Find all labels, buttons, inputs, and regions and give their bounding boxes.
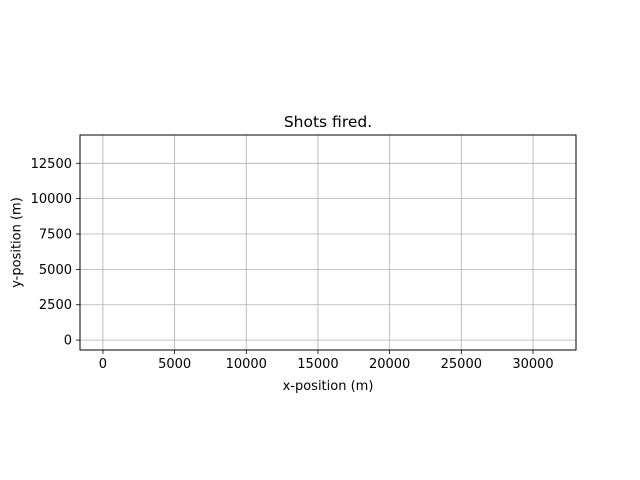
y-tick-label: 10000 [31,192,72,207]
y-tick-label: 0 [64,334,72,349]
y-axis-label: y-position (m) [10,197,25,288]
plot-frame [79,134,577,351]
x-tick-label: 10000 [226,357,267,372]
ticks: 0 5000 10000 15000 20000 25000 30000 0 2500 5000 7… [31,157,554,372]
x-tick-label: 30000 [512,357,553,372]
x-tick-label: 20000 [369,357,410,372]
y-tick-label: 12500 [31,157,72,172]
grid-lines [80,135,576,350]
x-tick-label: 0 [99,357,107,372]
y-tick-label: 2500 [39,298,72,313]
x-axis-label: x-position (m) [283,379,374,394]
x-tick-label: 15000 [297,357,338,372]
y-tick-label: 5000 [39,263,72,278]
chart-title: Shots fired. [284,113,372,131]
x-tick-label: 25000 [441,357,482,372]
x-tick-label: 5000 [158,357,191,372]
y-tick-label: 7500 [39,228,72,243]
